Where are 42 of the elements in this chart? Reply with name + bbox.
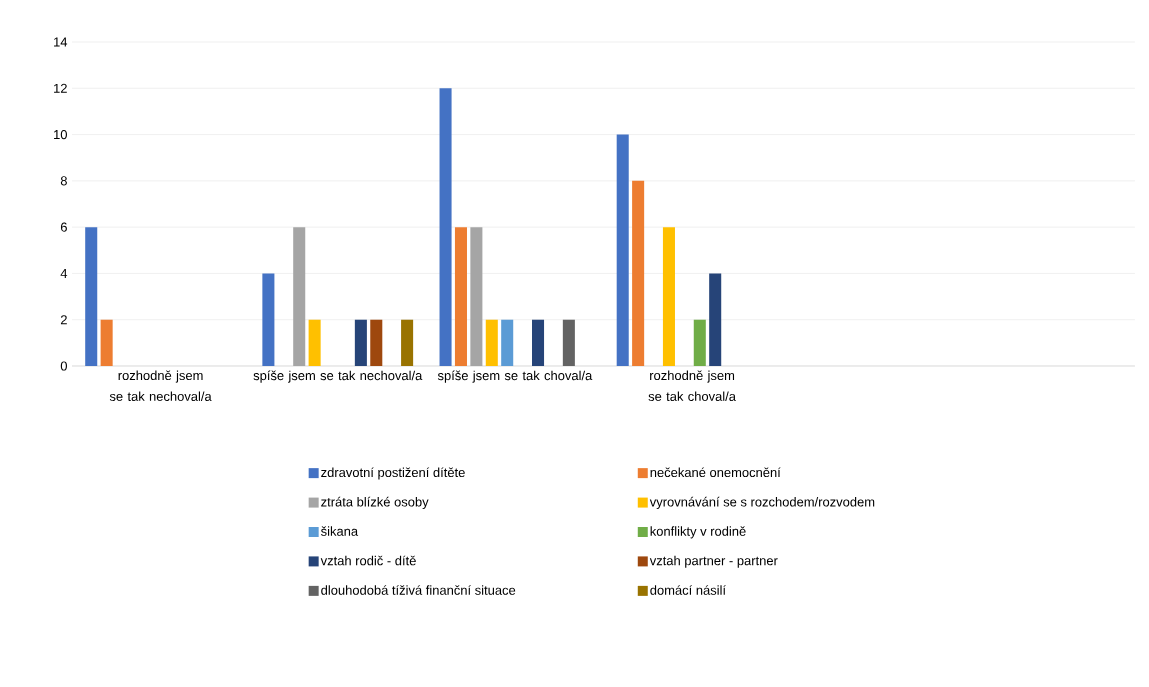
bar bbox=[470, 227, 483, 366]
bar bbox=[616, 134, 629, 366]
legend-label: vztah rodič - dítě bbox=[320, 555, 416, 566]
bar bbox=[439, 88, 452, 366]
bar bbox=[501, 319, 514, 366]
bar bbox=[454, 227, 467, 366]
bar bbox=[662, 227, 675, 366]
bar bbox=[562, 319, 575, 366]
y-tick-label: 4 bbox=[60, 268, 68, 278]
legend-label: vztah partner - partner bbox=[649, 555, 778, 568]
y-tick-label: 14 bbox=[54, 37, 68, 47]
legend-label: vyrovnávání se s rozchodem/rozvodem bbox=[649, 496, 875, 510]
y-tick-label: 2 bbox=[60, 315, 67, 325]
x-tick-label: spíše jsem se tak choval/a bbox=[437, 370, 593, 383]
legend-label: konflikty v rodině bbox=[650, 526, 746, 539]
legend-label: domácí násilí bbox=[650, 585, 726, 595]
bar bbox=[293, 227, 306, 366]
x-tick-label: spíše jsem se tak nechoval/a bbox=[253, 370, 423, 383]
y-tick-label: 6 bbox=[60, 222, 67, 232]
bar bbox=[370, 319, 383, 366]
bar bbox=[308, 319, 321, 366]
legend-label: dlouhodobá tíživá finanční situace bbox=[321, 585, 516, 595]
bar bbox=[100, 319, 113, 366]
bar bbox=[85, 227, 98, 366]
bar bbox=[485, 319, 498, 366]
legend-label: ztráta blízké osoby bbox=[321, 496, 429, 510]
bar bbox=[532, 319, 545, 366]
bar bbox=[709, 273, 722, 366]
x-tick-label: rozhodně jsem se tak choval/a bbox=[648, 370, 736, 401]
legend-label: zdravotní postižení dítěte bbox=[321, 467, 465, 480]
bar bbox=[401, 319, 414, 366]
y-tick-label: 0 bbox=[60, 361, 67, 371]
y-tick-label: 12 bbox=[54, 83, 67, 93]
y-tick-label: 8 bbox=[60, 176, 67, 186]
x-tick-label: rozhodně jsem se tak nechoval/a bbox=[109, 370, 212, 401]
y-tick-label: 10 bbox=[54, 129, 67, 140]
bar bbox=[262, 273, 275, 366]
legend-label: šikana bbox=[321, 526, 359, 536]
legend-label: nečekané onemocnění bbox=[650, 467, 781, 478]
bar bbox=[632, 180, 645, 366]
bar bbox=[693, 319, 706, 366]
bar bbox=[354, 319, 367, 366]
